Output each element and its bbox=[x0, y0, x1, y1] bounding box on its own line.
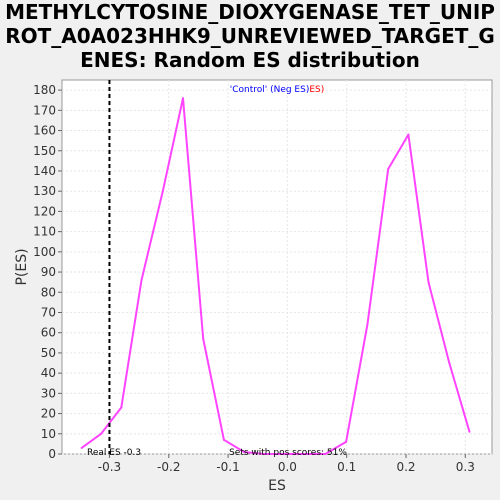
x-tick-label: 0.3 bbox=[456, 460, 475, 474]
data-point bbox=[161, 190, 164, 193]
y-tick-label: 150 bbox=[33, 144, 56, 158]
data-point bbox=[202, 337, 205, 340]
y-tick-label: 60 bbox=[41, 326, 56, 340]
data-point bbox=[222, 438, 225, 441]
series-layer bbox=[80, 97, 471, 455]
x-tick-label: 0.0 bbox=[278, 460, 297, 474]
x-tick-label: -0.3 bbox=[98, 460, 121, 474]
x-axis-title: ES bbox=[268, 478, 286, 494]
y-axis-title: P(ES) bbox=[14, 248, 30, 285]
plot-area bbox=[61, 79, 493, 455]
data-point bbox=[100, 432, 103, 435]
data-point bbox=[407, 133, 410, 136]
data-point bbox=[427, 281, 430, 284]
data-point bbox=[80, 446, 83, 449]
chart-title: METHYLCYTOSINE_DIOXYGENASE_TET_UNIPROT_A… bbox=[5, 0, 495, 72]
y-tick-label: 100 bbox=[33, 245, 56, 259]
data-point bbox=[120, 406, 123, 409]
axes: 0 10 20 30 40 50 60 70 80 90 100 110 120 130 140 150 160… bbox=[33, 83, 475, 474]
y-tick-label: 90 bbox=[41, 265, 56, 279]
y-tick-label: 0 bbox=[48, 447, 56, 461]
data-point bbox=[468, 430, 471, 433]
data-point bbox=[283, 453, 286, 455]
y-tick-label: 120 bbox=[33, 204, 56, 218]
y-tick-label: 20 bbox=[41, 407, 56, 421]
x-tick-label: -0.2 bbox=[157, 460, 180, 474]
y-tick-label: 140 bbox=[33, 164, 56, 178]
legend-control-label: 'Control' (Neg ES) bbox=[230, 85, 310, 95]
y-tick-label: 70 bbox=[41, 305, 56, 319]
data-point bbox=[324, 453, 327, 455]
y-tick-label: 50 bbox=[41, 346, 56, 360]
data-point bbox=[263, 453, 266, 455]
data-point bbox=[181, 97, 184, 100]
y-tick-label: 30 bbox=[41, 386, 56, 400]
x-tick-label: 0.1 bbox=[337, 460, 356, 474]
data-point bbox=[345, 440, 348, 443]
y-tick-label: 110 bbox=[33, 225, 56, 239]
y-tick-label: 130 bbox=[33, 184, 56, 198]
data-point bbox=[366, 323, 369, 326]
es-distribution-line bbox=[81, 97, 471, 455]
data-point bbox=[448, 362, 451, 365]
data-point bbox=[387, 167, 390, 170]
y-tick-label: 80 bbox=[41, 285, 56, 299]
legend-es-label: ES) bbox=[309, 85, 324, 95]
real-es-label: Real ES -0.3 bbox=[87, 448, 141, 458]
y-tick-label: 170 bbox=[33, 103, 56, 117]
y-tick-label: 10 bbox=[41, 427, 56, 441]
x-tick-label: 0.2 bbox=[396, 460, 415, 474]
data-point bbox=[243, 450, 246, 453]
y-tick-label: 180 bbox=[33, 83, 56, 97]
data-point bbox=[304, 453, 307, 455]
data-point bbox=[140, 279, 143, 282]
y-tick-label: 40 bbox=[41, 366, 56, 380]
x-tick-label: -0.1 bbox=[216, 460, 239, 474]
y-tick-label: 160 bbox=[33, 124, 56, 138]
pos-scores-annotation: Sets with pos scores: 51% bbox=[229, 448, 347, 458]
legend: 'Control' (Neg ES)ES) bbox=[230, 85, 325, 95]
